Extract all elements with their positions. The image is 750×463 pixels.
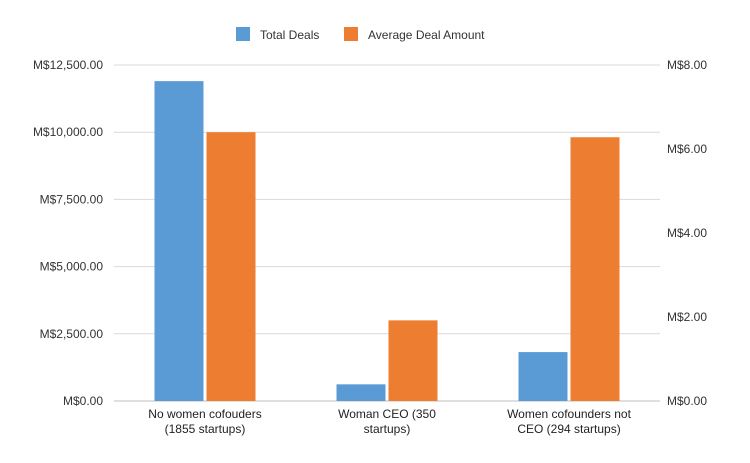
bars [154, 81, 620, 402]
bar-average-deal-amount [388, 320, 438, 401]
category-label: Woman CEO (350 [338, 407, 436, 421]
right-axis-tick-label: M$2.00 [667, 310, 707, 324]
bar-average-deal-amount [570, 137, 620, 402]
bar-total-deals [518, 352, 568, 401]
left-axis-tick-label: M$10,000.00 [33, 125, 103, 139]
legend: Total Deals Average Deal Amount [236, 27, 485, 42]
right-axis-tick-label: M$8.00 [667, 58, 707, 72]
legend-swatch [236, 27, 250, 41]
right-axis-tick-label: M$4.00 [667, 226, 707, 240]
bar-total-deals [336, 384, 386, 401]
category-label: (1855 startups) [165, 422, 246, 436]
legend-swatch [344, 27, 358, 41]
bar-total-deals [154, 81, 204, 402]
gridlines [114, 64, 660, 402]
left-axis-tick-label: M$7,500.00 [40, 192, 104, 206]
legend-label: Total Deals [260, 28, 319, 42]
right-axis-tick-label: M$6.00 [667, 142, 707, 156]
left-axis-tick-label: M$12,500.00 [33, 58, 103, 72]
left-axis-tick-label: M$2,500.00 [40, 327, 104, 341]
bar-average-deal-amount [206, 132, 256, 401]
right-axis-tick-labels: M$0.00 M$2.00 M$4.00 M$6.00 M$8.00 [667, 58, 707, 408]
category-label: Women cofounders not [507, 407, 632, 421]
category-label: CEO (294 startups) [517, 422, 620, 436]
left-axis-tick-label: M$5,000.00 [40, 260, 104, 274]
left-axis-tick-labels: M$0.00 M$2,500.00 M$5,000.00 M$7,500.00 M$10… [33, 58, 103, 408]
category-labels: No women cofouders(1855 startups) Woman C… [148, 407, 631, 436]
right-axis-tick-label: M$0.00 [667, 394, 707, 408]
category-label: startups) [364, 422, 411, 436]
category-label: No women cofouders [148, 407, 261, 421]
left-axis-tick-label: M$0.00 [63, 394, 103, 408]
legend-label: Average Deal Amount [368, 28, 485, 42]
